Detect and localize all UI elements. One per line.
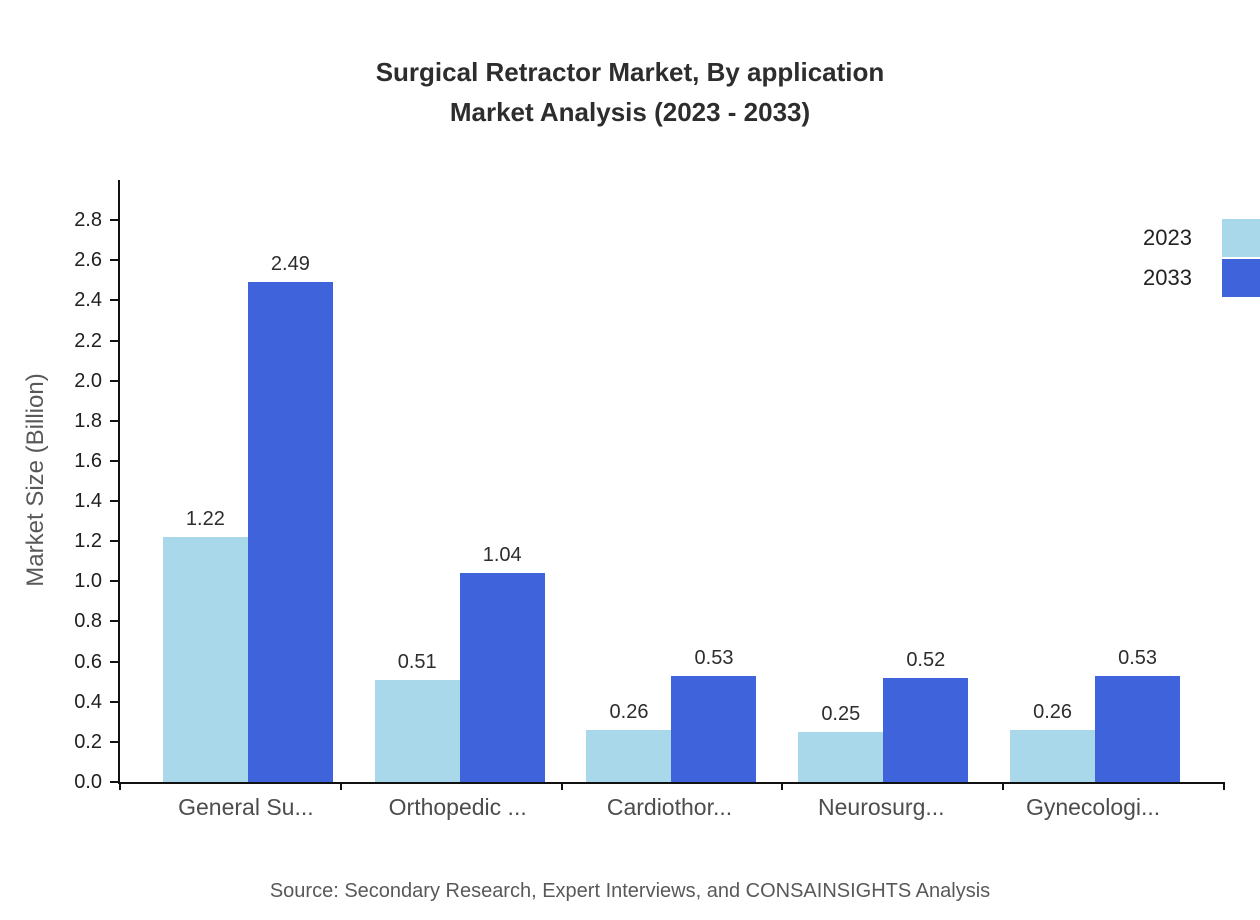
bar-value-label: 0.52 — [906, 649, 946, 671]
chart-title: Surgical Retractor Market, By applicatio… — [0, 52, 1260, 132]
category-label: General Su... — [178, 794, 314, 820]
category-label: Orthopedic ... — [388, 794, 527, 820]
x-tick-mark — [781, 782, 784, 790]
y-tick-mark — [110, 339, 120, 342]
y-tick-label: 2.8 — [74, 209, 102, 232]
y-tick-mark — [110, 580, 120, 583]
y-tick-label: 2.6 — [74, 249, 102, 272]
x-tick-mark — [339, 782, 342, 790]
category-label: Cardiothor... — [606, 794, 733, 820]
legend-label: 2023 — [1143, 225, 1192, 250]
source-note: Source: Secondary Research, Expert Inter… — [269, 880, 991, 902]
x-tick-mark — [119, 782, 121, 790]
y-tick-mark — [110, 620, 120, 623]
y-tick-label: 2.4 — [74, 289, 102, 312]
bar-2033: 1.04 — [459, 544, 545, 782]
category-label: Gynecologi... — [1025, 794, 1161, 820]
bar-value-label: 0.25 — [821, 703, 861, 725]
y-tick-mark — [110, 700, 120, 703]
y-tick-mark — [110, 500, 120, 503]
y-tick-mark — [110, 781, 120, 783]
x-tick-mark — [1002, 782, 1005, 790]
y-tick-mark — [110, 740, 120, 743]
legend-item: 2033 — [1143, 258, 1260, 298]
bar-2033: 0.53 — [1095, 647, 1181, 782]
legend-item: 2023 — [1143, 218, 1260, 258]
legend: 2023 2033 — [1143, 218, 1260, 298]
bar-2023: 0.51 — [374, 651, 460, 782]
bar-value-label: 2.49 — [270, 253, 310, 275]
y-tick-mark — [110, 219, 120, 222]
bar-group: 1.22 2.49 — [142, 180, 354, 782]
bar-group: 0.51 1.04 — [354, 180, 566, 782]
y-tick-label: 2.0 — [74, 369, 102, 392]
y-tick-mark — [110, 379, 120, 382]
y-tick-mark — [110, 419, 120, 422]
y-tick-label: 1.6 — [74, 449, 102, 472]
y-tick-label: 2.2 — [74, 329, 102, 352]
bar-value-label: 1.04 — [482, 544, 522, 566]
y-tick-label: 0.4 — [74, 690, 102, 713]
bar-group: 0.26 0.53 — [566, 180, 778, 782]
bar-2023: 0.26 — [1010, 701, 1096, 782]
y-tick-label: 1.8 — [74, 409, 102, 432]
y-axis-title: Market Size (Billion) — [22, 373, 49, 587]
x-axis-labels: General Su... Orthopedic ... Cardiothor...… — [140, 794, 1199, 821]
y-tick-label: 0.6 — [74, 650, 102, 673]
bar-value-label: 0.51 — [397, 651, 437, 673]
bar-value-label: 1.22 — [185, 508, 225, 530]
bar-2023: 1.22 — [162, 508, 248, 782]
y-tick-mark — [110, 259, 120, 262]
bar-2033: 0.52 — [883, 649, 969, 782]
plot-area: 0.0 0.2 0.4 0.6 0.8 1.0 1.2 1.4 1.6 1.8 2.0 2.2 2.4 2… — [74, 180, 1225, 793]
bar-2033: 2.49 — [247, 253, 333, 782]
legend-swatch — [1222, 219, 1260, 257]
bar-value-label: 0.26 — [609, 701, 649, 723]
x-tick-mark — [1223, 782, 1225, 790]
bar-groups: 1.22 2.49 0.51 1.04 0.26 0.53 0.25 0.52 0.26 0.53 — [142, 180, 1201, 782]
y-tick-label: 0.8 — [74, 610, 102, 633]
y-tick-label: 1.4 — [74, 490, 102, 513]
y-tick-label: 0.0 — [74, 771, 102, 793]
y-tick-label: 1.2 — [74, 530, 102, 553]
bar-value-label: 0.53 — [1118, 647, 1158, 669]
bar-value-label: 0.26 — [1033, 701, 1073, 723]
legend-label: 2033 — [1143, 265, 1192, 290]
legend-swatch — [1222, 259, 1260, 297]
bar-2023: 0.25 — [798, 703, 884, 782]
category-label: Neurosurg... — [818, 794, 945, 820]
y-tick-label: 0.2 — [74, 730, 102, 753]
bar-2023: 0.26 — [586, 701, 672, 782]
y-tick-mark — [110, 459, 120, 462]
x-tick-mark — [560, 782, 563, 790]
bar-value-label: 0.53 — [694, 647, 734, 669]
y-tick-mark — [110, 660, 120, 663]
y-tick-mark — [110, 299, 120, 302]
chart-title-line1: Surgical Retractor Market, By applicatio… — [375, 57, 885, 87]
bar-2033: 0.53 — [671, 647, 757, 782]
y-tick-mark — [110, 540, 120, 543]
bar-group: 0.25 0.52 — [777, 180, 989, 782]
bar-group: 0.26 0.53 — [989, 180, 1201, 782]
y-tick-label: 1.0 — [74, 570, 102, 593]
chart-title-line2: Market Analysis (2023 - 2033) — [449, 97, 811, 127]
